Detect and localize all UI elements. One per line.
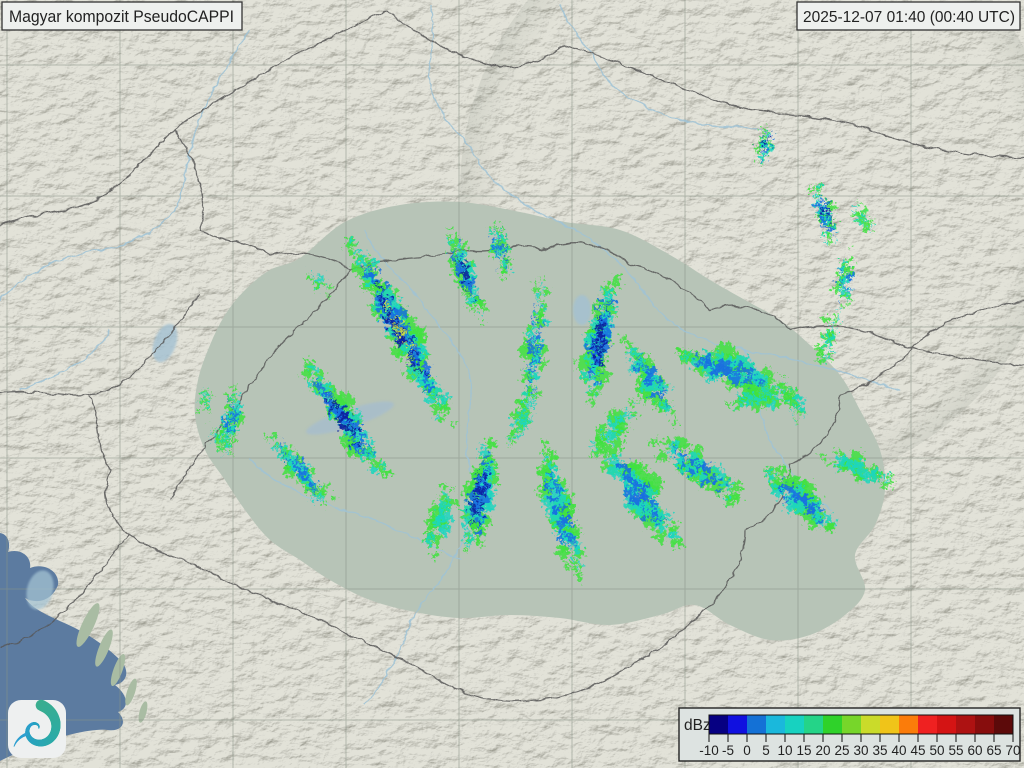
svg-text:45: 45	[910, 743, 925, 758]
svg-text:5: 5	[762, 743, 770, 758]
svg-text:50: 50	[929, 743, 944, 758]
svg-text:60: 60	[967, 743, 982, 758]
svg-text:55: 55	[948, 743, 963, 758]
svg-text:35: 35	[872, 743, 887, 758]
svg-text:-10: -10	[699, 743, 719, 758]
svg-text:Magyar kompozit PseudoCAPPI: Magyar kompozit PseudoCAPPI	[9, 8, 234, 26]
svg-text:10: 10	[777, 743, 792, 758]
svg-text:25: 25	[834, 743, 849, 758]
svg-text:2025-12-07 01:40 (00:40 UTC): 2025-12-07 01:40 (00:40 UTC)	[803, 9, 1015, 26]
svg-text:70: 70	[1005, 743, 1020, 758]
svg-text:65: 65	[986, 743, 1001, 758]
svg-text:dBz: dBz	[684, 717, 711, 734]
svg-text:40: 40	[891, 743, 906, 758]
svg-text:30: 30	[853, 743, 868, 758]
svg-text:20: 20	[815, 743, 830, 758]
svg-text:15: 15	[796, 743, 811, 758]
svg-text:-5: -5	[722, 743, 734, 758]
svg-text:0: 0	[743, 743, 751, 758]
